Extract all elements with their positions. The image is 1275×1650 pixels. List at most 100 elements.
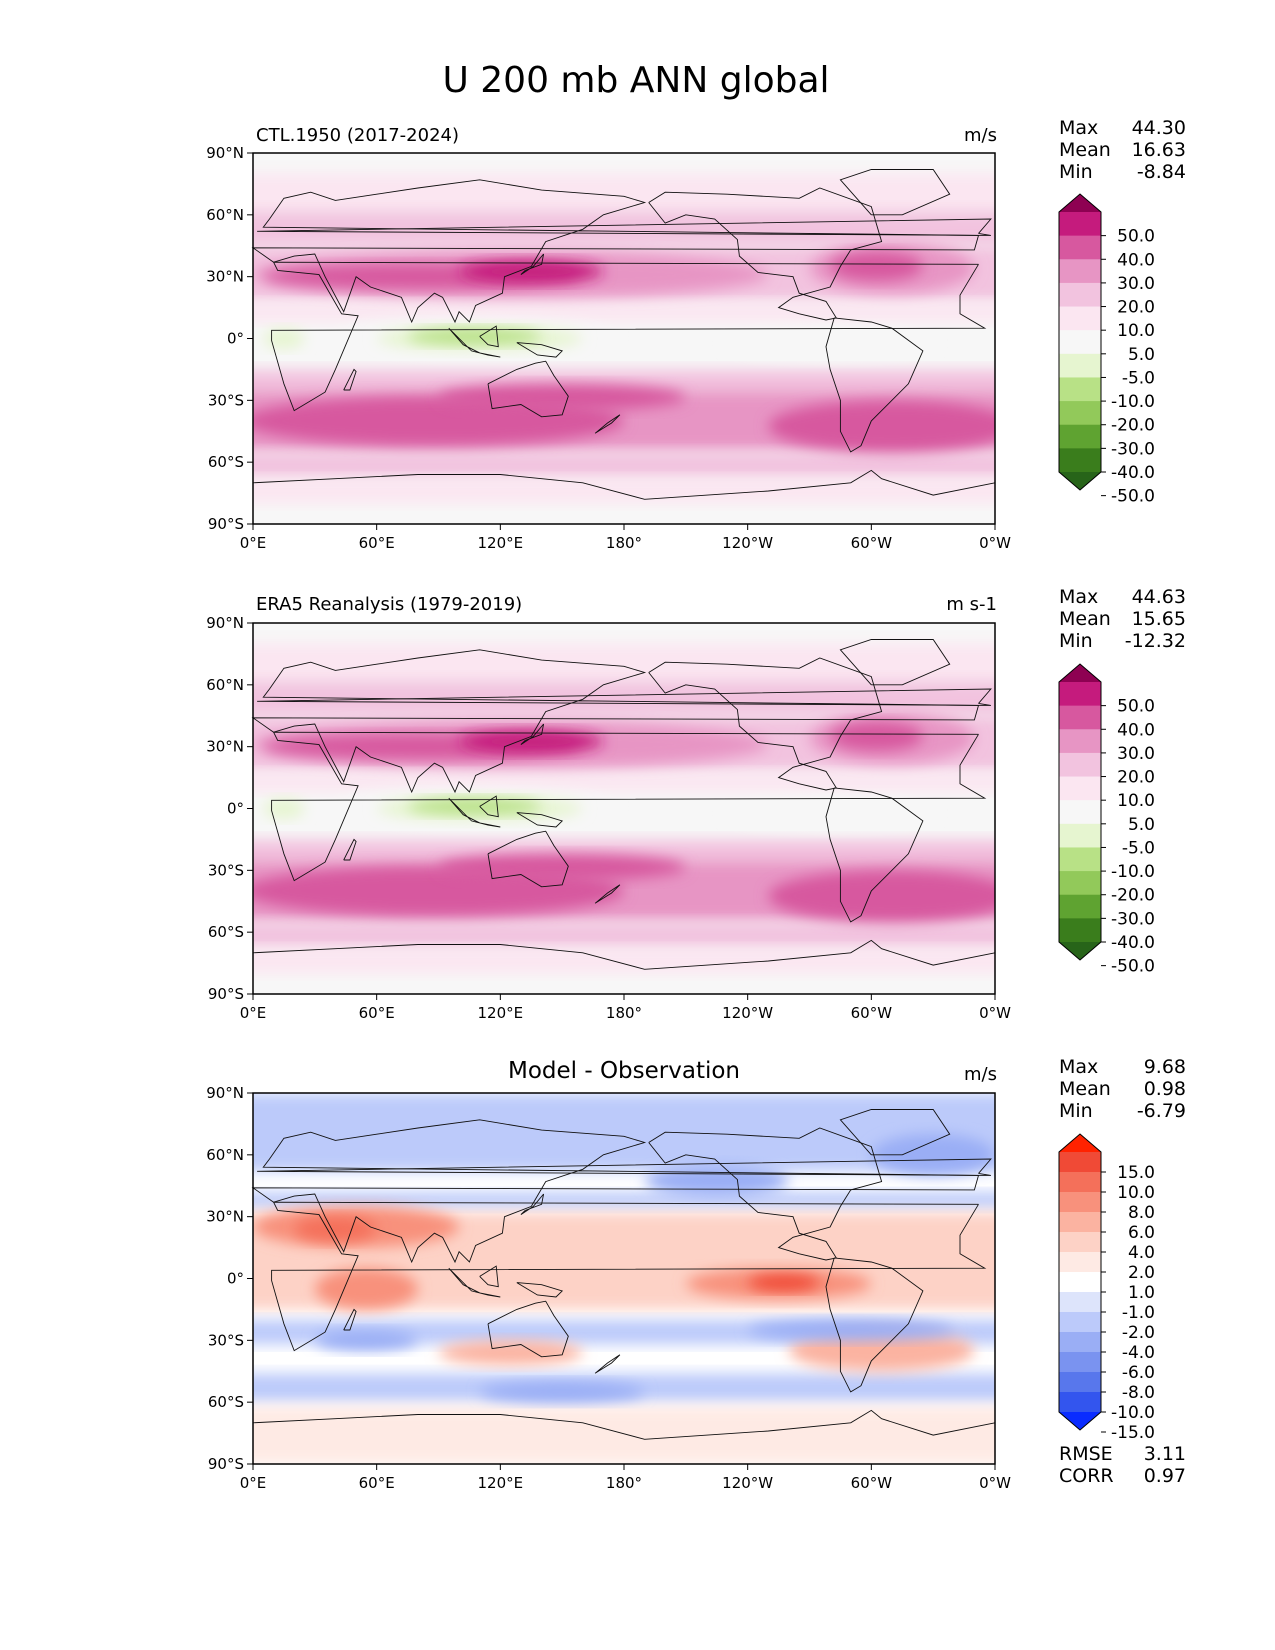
contour-band (253, 948, 995, 974)
colorbar-extend-max (1059, 664, 1101, 682)
colorbar-tick-label: 50.0 (1117, 697, 1155, 717)
coastline (648, 1127, 883, 1261)
colorbar-swatch (1059, 1332, 1101, 1353)
colorbar-swatch (1059, 729, 1101, 754)
lon-tick-label: 60°E (359, 1004, 395, 1022)
coastline (271, 731, 987, 882)
coastline (594, 884, 621, 904)
lat-tick-label: 30°S (208, 1331, 244, 1349)
colorbar-tick-label: 1.0 (1128, 1283, 1155, 1303)
stat-value-mean: 16.63 (1132, 139, 1186, 161)
coastline (825, 317, 924, 453)
lat-tick-label: 0° (227, 330, 244, 348)
colorbar-tick-label: 30.0 (1117, 274, 1155, 294)
diff-contour (314, 1330, 418, 1351)
colorbar-swatch (1059, 235, 1101, 260)
jet-contour (438, 383, 686, 411)
panel-units: m s-1 (946, 594, 997, 615)
lon-tick-label: 120°W (722, 1004, 773, 1022)
diff-contour (747, 1274, 820, 1291)
coastline (257, 688, 992, 706)
colorbar-tick-label: 5.0 (1128, 345, 1155, 365)
stat-label-corr: CORR (1059, 1465, 1114, 1487)
colorbar-swatch (1059, 1352, 1101, 1373)
lon-axis: 0°E 60°E 120°E 180° 120°W 60°W 0°W (240, 524, 1011, 552)
lat-tick-label: 60°S (208, 1393, 244, 1411)
coastline (251, 1119, 980, 1264)
colorbar-swatch (1059, 776, 1101, 801)
stat-label-min: Min (1059, 630, 1093, 652)
colorbar-tick-label: -10.0 (1111, 392, 1155, 412)
diff-band (253, 1406, 995, 1464)
coastline (271, 261, 987, 412)
colorbar-tick-label: -1.0 (1122, 1303, 1155, 1323)
coastlines (251, 639, 996, 970)
coastline (343, 1308, 357, 1331)
lat-tick-label: 60°N (206, 1146, 244, 1164)
easterly-contour (407, 328, 542, 345)
map-plot (253, 1093, 995, 1464)
stat-label-mean: Mean (1059, 1078, 1111, 1100)
stat-value-min: -8.84 (1137, 161, 1186, 183)
panel-units: m/s (964, 1064, 997, 1085)
lat-tick-label: 30°N (206, 738, 244, 756)
coastline (516, 1282, 564, 1298)
colorbar-swatch (1059, 353, 1101, 378)
coastline (252, 469, 996, 500)
colorbar: 15.010.08.06.04.02.01.0-1.0-2.0-4.0-6.0-… (1058, 1133, 1155, 1443)
colorbar-tick-label: -40.0 (1111, 933, 1155, 953)
lon-tick-label: 0°E (240, 534, 267, 552)
coastline (648, 657, 883, 791)
colorbar-tick-label: 30.0 (1117, 744, 1155, 764)
lat-tick-label: 60°S (208, 453, 244, 471)
colorbar-extend-min (1059, 1412, 1101, 1430)
colorbar-swatch (1059, 918, 1101, 943)
colorbar-tick-label: -50.0 (1111, 487, 1155, 507)
lon-tick-label: 120°W (722, 534, 773, 552)
colorbar-swatch (1059, 282, 1101, 308)
diff-contour (314, 1268, 418, 1310)
stat-label-max: Max (1059, 586, 1098, 608)
lon-tick-label: 0°E (240, 1004, 267, 1022)
colorbar-tick-label: 40.0 (1117, 720, 1155, 740)
coastline (520, 1193, 545, 1215)
stat-label-mean: Mean (1059, 608, 1111, 630)
colorbar-tick-label: -50.0 (1111, 957, 1155, 977)
colorbar-swatch (1059, 1172, 1101, 1193)
colorbar-tick-label: -4.0 (1122, 1343, 1155, 1363)
colorbar: 50.0 40.0 30.0 20.0 10.0 5.0 -5.0 -10.0 -20.0 -30… (1058, 663, 1155, 977)
coastline (448, 1267, 501, 1298)
panel-title-center: Model - Observation (508, 1058, 740, 1084)
coastline (594, 414, 621, 434)
colorbar-tick-label: -20.0 (1111, 886, 1155, 906)
lat-tick-label: 90°N (206, 1084, 244, 1102)
colorbar-swatch (1059, 306, 1101, 331)
colorbar-swatch (1059, 1232, 1101, 1253)
colorbar-tick-label: -30.0 (1111, 439, 1155, 459)
coastline (251, 179, 980, 324)
lon-tick-label: 0°W (979, 1004, 1011, 1022)
colorbar-swatch (1059, 847, 1101, 872)
coastline (479, 1265, 499, 1288)
jet-contour (830, 721, 923, 751)
lon-tick-label: 60°W (851, 1004, 893, 1022)
lon-tick-label: 60°W (851, 534, 893, 552)
lat-tick-label: 30°N (206, 1208, 244, 1226)
colorbar-tick-label: -10.0 (1111, 1403, 1155, 1423)
colorbar-tick-label: 2.0 (1128, 1263, 1155, 1283)
colorbar-swatch (1059, 1392, 1101, 1413)
colorbar-tick-label: 15.0 (1117, 1163, 1155, 1183)
coastline (448, 327, 501, 358)
stat-value-mean: 0.98 (1144, 1078, 1186, 1100)
colorbar-swatch (1059, 1212, 1101, 1233)
colorbar-swatch (1059, 330, 1101, 355)
lat-tick-label: 90°N (206, 144, 244, 162)
easterly-contour (727, 328, 934, 360)
stat-label-rmse: RMSE (1059, 1443, 1113, 1465)
lat-tick-label: 90°S (208, 515, 244, 533)
panel-title-left: CTL.1950 (2017-2024) (256, 125, 459, 146)
panel-units: m/s (964, 125, 997, 146)
colorbar-tick-label: -5.0 (1122, 368, 1155, 388)
colorbar-tick-label: -8.0 (1122, 1383, 1155, 1403)
